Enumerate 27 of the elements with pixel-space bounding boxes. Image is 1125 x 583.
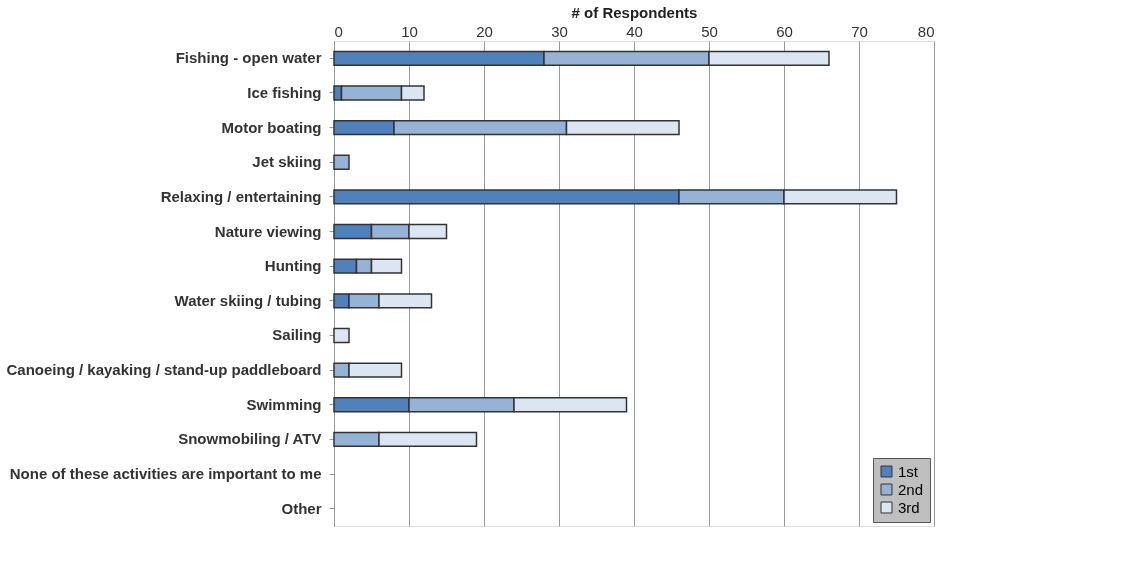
legend-label: 1st (898, 462, 919, 480)
y-tick-label: Fishing - open water (175, 49, 322, 67)
x-tick-label: 80 (917, 22, 935, 40)
x-tick-label: 20 (476, 22, 493, 40)
y-tick-label: Water skiing / tubing (174, 291, 322, 309)
x-tick-label: 0 (334, 22, 343, 40)
y-tick-label: Sailing (272, 326, 322, 344)
x-tick-label: 70 (851, 22, 868, 40)
y-tick-label: Hunting (264, 257, 322, 275)
y-tick-label: Other (281, 499, 322, 517)
y-tick-label: Snowmobiling / ATV (178, 430, 322, 448)
x-tick-label: 60 (776, 22, 793, 40)
x-tick-label: 40 (626, 22, 643, 40)
y-tick-label: Nature viewing (214, 222, 322, 240)
y-tick-label: Swimming (246, 395, 322, 413)
y-tick-label: Motor boating (221, 118, 322, 136)
x-tick-label: 10 (401, 22, 418, 40)
y-tick-label: Jet skiing (252, 153, 322, 171)
legend-label: 3rd (898, 498, 920, 516)
x-axis-title: # of Respondents (571, 3, 698, 21)
y-tick-label: Canoeing / kayaking / stand-up paddleboard (6, 361, 322, 379)
y-tick-label: None of these activities are important to me (9, 465, 322, 483)
x-tick-label: 30 (551, 22, 568, 40)
y-tick-label: Ice fishing (247, 83, 322, 101)
y-tick-label: Relaxing / entertaining (160, 187, 322, 205)
legend-label: 2nd (898, 480, 924, 498)
x-tick-label: 50 (701, 22, 718, 40)
